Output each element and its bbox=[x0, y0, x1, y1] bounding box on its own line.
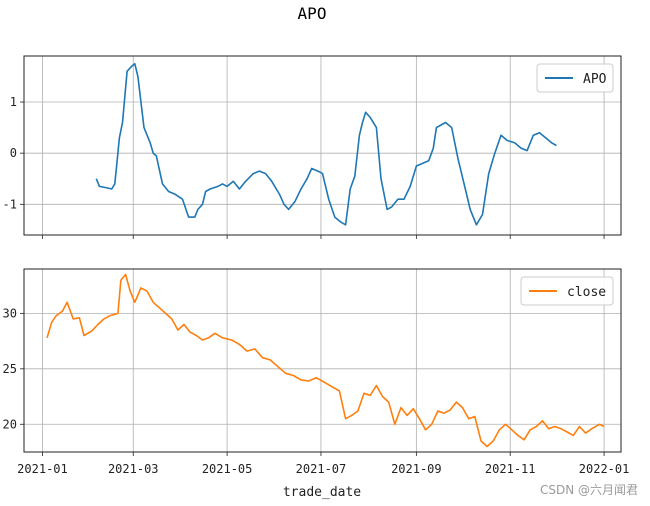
y-tick-label: 25 bbox=[3, 362, 17, 376]
x-tick-label: 2021-01 bbox=[17, 462, 68, 476]
close-series-line bbox=[46, 273, 605, 448]
legend-label: APO bbox=[583, 72, 607, 87]
x-tick-label: 2021-09 bbox=[391, 462, 442, 476]
x-tick-label: 2021-03 bbox=[108, 462, 159, 476]
apo-panel: -1 0 1 APO bbox=[3, 55, 622, 239]
y-tick-label: 30 bbox=[3, 306, 17, 320]
legend-box bbox=[520, 276, 614, 306]
x-tick-label: 2021-07 bbox=[296, 462, 347, 476]
y-tick-label: -1 bbox=[3, 197, 17, 211]
axes-frame bbox=[23, 55, 622, 236]
watermark: CSDN @六月闻君 bbox=[539, 483, 638, 497]
x-tick-label: 2021-05 bbox=[202, 462, 253, 476]
figure-title: APO bbox=[298, 4, 327, 23]
y-tick-label: 1 bbox=[10, 95, 17, 109]
apo-series-line bbox=[95, 62, 557, 226]
y-tick-label: 0 bbox=[10, 146, 17, 160]
close-panel: 20 25 30 close bbox=[3, 268, 622, 456]
x-tick-label: 2021-11 bbox=[485, 462, 536, 476]
x-tick-label: 2022-01 bbox=[579, 462, 630, 476]
legend-box bbox=[536, 63, 614, 93]
x-axis: 2021-01 2021-03 2021-05 2021-07 2021-09 2021-… bbox=[17, 462, 629, 476]
x-axis-label: trade_date bbox=[283, 485, 361, 500]
y-tick-label: 20 bbox=[3, 417, 17, 431]
legend-label: close bbox=[567, 285, 606, 300]
axes-frame bbox=[23, 268, 622, 453]
